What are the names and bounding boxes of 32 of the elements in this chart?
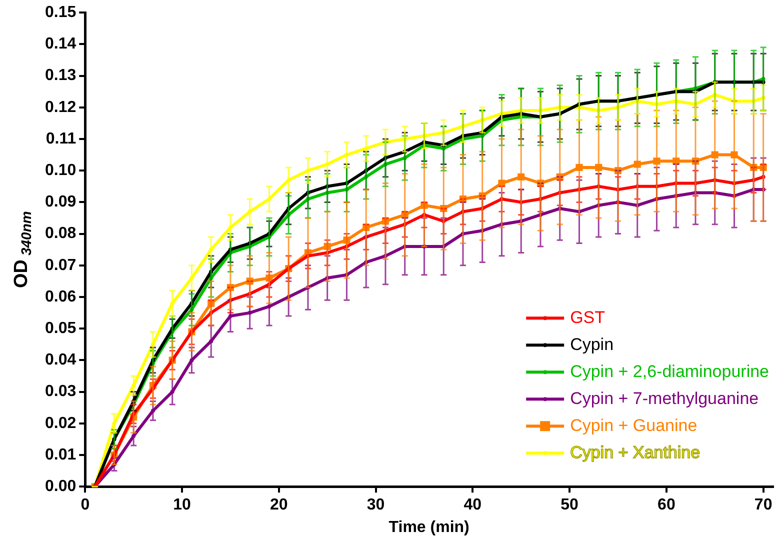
x-tick-label: 20 bbox=[270, 496, 288, 514]
y-tick-label: 0.14 bbox=[45, 36, 76, 53]
y-axis-title: OD340nm bbox=[11, 211, 34, 288]
x-tick-label: 70 bbox=[754, 496, 772, 514]
x-tick-label: 60 bbox=[658, 496, 676, 514]
y-tick-label: 0.00 bbox=[45, 478, 76, 496]
legend-label: Cypin bbox=[570, 334, 614, 354]
y-tick-label: 0.15 bbox=[45, 4, 76, 22]
y-tick-label: 0.06 bbox=[45, 288, 76, 306]
x-tick-label: 40 bbox=[464, 496, 482, 514]
y-tick-label: 0.02 bbox=[45, 414, 76, 432]
y-tick-label: 0.11 bbox=[46, 130, 76, 148]
y-tick-label: 0.03 bbox=[45, 383, 76, 400]
legend-label: Cypin + 2,6-diaminopurine bbox=[570, 362, 769, 381]
y-tick-label: 0.04 bbox=[45, 352, 76, 369]
y-tick-label: 0.09 bbox=[45, 194, 76, 211]
y-tick-label: 0.10 bbox=[45, 162, 76, 180]
y-tick-label: 0.12 bbox=[45, 98, 76, 116]
legend-label: GST bbox=[570, 308, 606, 327]
y-tick-label: 0.13 bbox=[45, 67, 76, 84]
legend-label: Cypin + 7-methylguanine bbox=[570, 388, 759, 408]
legend-label: Cypin + Xanthine bbox=[570, 442, 700, 462]
x-tick-label: 10 bbox=[173, 496, 192, 514]
x-tick-label: 50 bbox=[560, 496, 579, 514]
x-tick-label: 30 bbox=[366, 496, 385, 514]
y-tick-label: 0.07 bbox=[45, 256, 76, 274]
legend-label: Cypin + Guanine bbox=[570, 416, 698, 435]
y-tick-label: 0.05 bbox=[45, 320, 76, 338]
x-axis-title: Time (min) bbox=[388, 518, 470, 536]
x-tick-label: 0 bbox=[80, 496, 90, 514]
y-tick-label: 0.01 bbox=[45, 446, 76, 464]
y-tick-label: 0.08 bbox=[45, 225, 76, 242]
